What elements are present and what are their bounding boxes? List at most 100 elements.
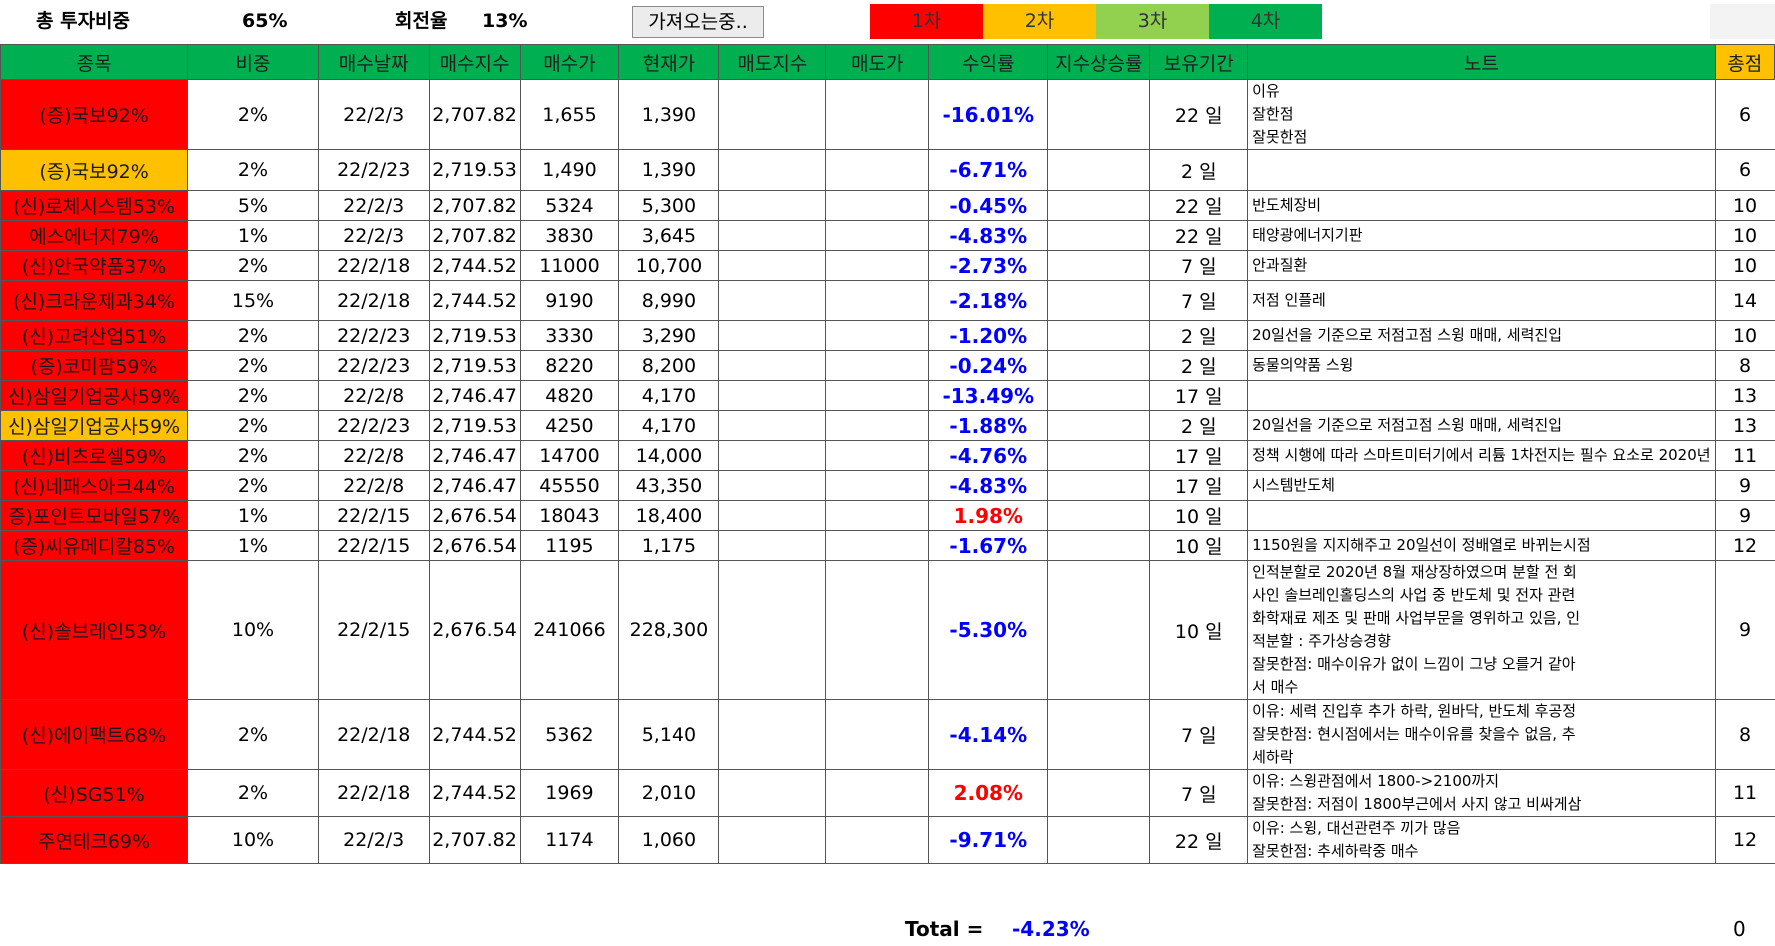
index-return-cell[interactable] bbox=[1047, 79, 1151, 150]
weight-cell[interactable]: 2% bbox=[187, 79, 319, 150]
buy-index-cell[interactable]: 2,744.52 bbox=[428, 769, 521, 817]
sell-price-cell[interactable] bbox=[825, 560, 930, 700]
holding-period-cell[interactable]: 7 일 bbox=[1149, 280, 1249, 321]
holding-period-cell[interactable]: 22 일 bbox=[1149, 190, 1249, 221]
score-cell[interactable]: 9 bbox=[1714, 500, 1775, 531]
note-cell[interactable]: 반도체장비 bbox=[1247, 190, 1716, 221]
buy-index-cell[interactable]: 2,719.53 bbox=[428, 320, 521, 351]
current-price-cell[interactable]: 228,300 bbox=[618, 560, 720, 700]
return-cell[interactable]: -13.49% bbox=[928, 380, 1049, 411]
score-cell[interactable]: 14 bbox=[1714, 280, 1775, 321]
holding-period-cell[interactable]: 17 일 bbox=[1149, 380, 1249, 411]
buy-date-cell[interactable]: 22/2/23 bbox=[317, 350, 430, 381]
index-return-cell[interactable] bbox=[1047, 500, 1151, 531]
sell-index-cell[interactable] bbox=[718, 816, 827, 864]
sell-index-cell[interactable] bbox=[718, 530, 827, 561]
sell-price-cell[interactable] bbox=[825, 816, 930, 864]
sell-price-cell[interactable] bbox=[825, 500, 930, 531]
buy-date-cell[interactable]: 22/2/8 bbox=[317, 470, 430, 501]
column-header-return[interactable]: 수익률 bbox=[928, 44, 1049, 80]
stock-name-cell[interactable]: (신)로체시스템53% bbox=[0, 190, 189, 221]
column-header-weight[interactable]: 비중 bbox=[187, 44, 319, 80]
holding-period-cell[interactable]: 17 일 bbox=[1149, 440, 1249, 471]
score-cell[interactable]: 10 bbox=[1714, 250, 1775, 281]
weight-cell[interactable]: 1% bbox=[187, 220, 319, 251]
sell-index-cell[interactable] bbox=[718, 190, 827, 221]
return-cell[interactable]: 1.98% bbox=[928, 500, 1049, 531]
weight-cell[interactable]: 2% bbox=[187, 149, 319, 191]
buy-index-cell[interactable]: 2,744.52 bbox=[428, 280, 521, 321]
current-price-cell[interactable]: 4,170 bbox=[618, 380, 720, 411]
column-header-score[interactable]: 총점 bbox=[1714, 44, 1775, 80]
return-cell[interactable]: -2.73% bbox=[928, 250, 1049, 281]
current-price-cell[interactable]: 43,350 bbox=[618, 470, 720, 501]
sell-index-cell[interactable] bbox=[718, 380, 827, 411]
holding-period-cell[interactable]: 22 일 bbox=[1149, 220, 1249, 251]
return-cell[interactable]: -6.71% bbox=[928, 149, 1049, 191]
note-cell[interactable]: 시스템반도체 bbox=[1247, 470, 1716, 501]
buy-index-cell[interactable]: 2,676.54 bbox=[428, 500, 521, 531]
sell-index-cell[interactable] bbox=[718, 769, 827, 817]
column-header-note[interactable]: 노트 bbox=[1247, 44, 1716, 80]
weight-cell[interactable]: 2% bbox=[187, 769, 319, 817]
buy-price-cell[interactable]: 8220 bbox=[519, 350, 620, 381]
score-cell[interactable]: 11 bbox=[1714, 440, 1775, 471]
index-return-cell[interactable] bbox=[1047, 280, 1151, 321]
note-cell[interactable] bbox=[1247, 149, 1716, 191]
score-cell[interactable]: 10 bbox=[1714, 190, 1775, 221]
buy-date-cell[interactable]: 22/2/18 bbox=[317, 280, 430, 321]
weight-cell[interactable]: 1% bbox=[187, 500, 319, 531]
note-cell[interactable]: 동물의약품 스윙 bbox=[1247, 350, 1716, 381]
column-header-holding-period[interactable]: 보유기간 bbox=[1149, 44, 1249, 80]
buy-date-cell[interactable]: 22/2/18 bbox=[317, 699, 430, 770]
score-cell[interactable]: 6 bbox=[1714, 149, 1775, 191]
index-return-cell[interactable] bbox=[1047, 250, 1151, 281]
note-cell[interactable] bbox=[1247, 380, 1716, 411]
sell-index-cell[interactable] bbox=[718, 699, 827, 770]
holding-period-cell[interactable]: 7 일 bbox=[1149, 699, 1249, 770]
index-return-cell[interactable] bbox=[1047, 699, 1151, 770]
weight-cell[interactable]: 2% bbox=[187, 440, 319, 471]
return-cell[interactable]: -4.83% bbox=[928, 470, 1049, 501]
column-header-buy-index[interactable]: 매수지수 bbox=[428, 44, 521, 80]
buy-index-cell[interactable]: 2,707.82 bbox=[428, 79, 521, 150]
buy-price-cell[interactable]: 1195 bbox=[519, 530, 620, 561]
buy-index-cell[interactable]: 2,676.54 bbox=[428, 560, 521, 700]
buy-index-cell[interactable]: 2,744.52 bbox=[428, 250, 521, 281]
stock-name-cell[interactable]: (신)솔브레인53% bbox=[0, 560, 189, 700]
return-cell[interactable]: -4.14% bbox=[928, 699, 1049, 770]
buy-date-cell[interactable]: 22/2/15 bbox=[317, 560, 430, 700]
buy-index-cell[interactable]: 2,707.82 bbox=[428, 816, 521, 864]
buy-index-cell[interactable]: 2,707.82 bbox=[428, 220, 521, 251]
return-cell[interactable]: -1.20% bbox=[928, 320, 1049, 351]
sell-index-cell[interactable] bbox=[718, 250, 827, 281]
sell-index-cell[interactable] bbox=[718, 79, 827, 150]
stock-name-cell[interactable]: (신)SG51% bbox=[0, 769, 189, 817]
holding-period-cell[interactable]: 2 일 bbox=[1149, 149, 1249, 191]
buy-price-cell[interactable]: 1174 bbox=[519, 816, 620, 864]
buy-index-cell[interactable]: 2,676.54 bbox=[428, 530, 521, 561]
buy-price-cell[interactable]: 3330 bbox=[519, 320, 620, 351]
buy-date-cell[interactable]: 22/2/15 bbox=[317, 500, 430, 531]
column-header-index-return[interactable]: 지수상승률 bbox=[1047, 44, 1151, 80]
note-cell[interactable]: 이유: 스윙관점에서 1800->2100까지 잘못한점: 저점이 1800부근에… bbox=[1247, 769, 1716, 817]
current-price-cell[interactable]: 1,175 bbox=[618, 530, 720, 561]
return-cell[interactable]: -1.67% bbox=[928, 530, 1049, 561]
score-cell[interactable]: 9 bbox=[1714, 560, 1775, 700]
holding-period-cell[interactable]: 2 일 bbox=[1149, 410, 1249, 441]
note-cell[interactable]: 이유 잘한점 잘못한점 bbox=[1247, 79, 1716, 150]
stock-name-cell[interactable]: (신)에이팩트68% bbox=[0, 699, 189, 770]
stock-name-cell[interactable]: 주연테크69% bbox=[0, 816, 189, 864]
stock-name-cell[interactable]: (신)안국약품37% bbox=[0, 250, 189, 281]
note-cell[interactable]: 태양광에너지기판 bbox=[1247, 220, 1716, 251]
buy-price-cell[interactable]: 5324 bbox=[519, 190, 620, 221]
holding-period-cell[interactable]: 10 일 bbox=[1149, 560, 1249, 700]
weight-cell[interactable]: 2% bbox=[187, 470, 319, 501]
column-header-current-price[interactable]: 현재가 bbox=[618, 44, 720, 80]
sell-price-cell[interactable] bbox=[825, 250, 930, 281]
note-cell[interactable] bbox=[1247, 500, 1716, 531]
sell-index-cell[interactable] bbox=[718, 500, 827, 531]
return-cell[interactable]: -0.45% bbox=[928, 190, 1049, 221]
sell-index-cell[interactable] bbox=[718, 220, 827, 251]
column-header-sell-index[interactable]: 매도지수 bbox=[718, 44, 827, 80]
